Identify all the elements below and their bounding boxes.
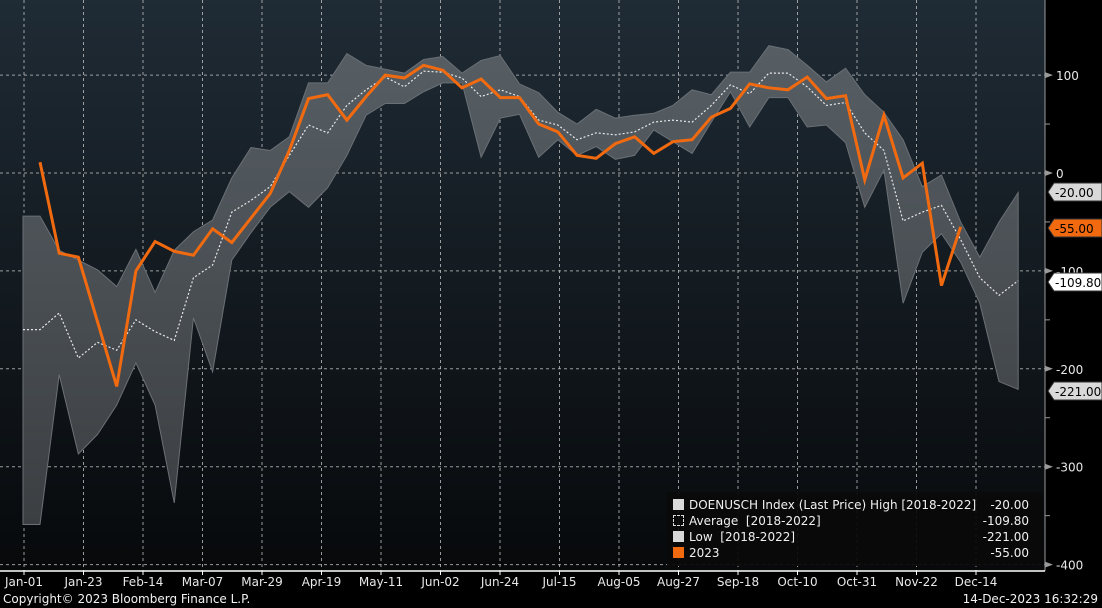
- last-value-tag-low: [1047, 381, 1102, 401]
- x-tick-label: Jan-01: [4, 575, 43, 589]
- x-tick-label: Oct-10: [777, 575, 817, 589]
- copyright-text: Copyright© 2023 Bloomberg Finance L.P.: [3, 592, 251, 606]
- average-swatch-icon: [673, 515, 684, 526]
- y-tick-label: -300: [1056, 461, 1083, 475]
- y-tick-label: -400: [1056, 559, 1083, 573]
- y-tick-marker-icon: [1045, 561, 1053, 568]
- legend-value: -109.80: [982, 514, 1029, 528]
- y-tick-label: -200: [1056, 363, 1083, 377]
- legend-item-2023: 2023 -55.00: [673, 545, 1037, 561]
- legend-label: DOENUSCH Index (Last Price) High [2018-2…: [689, 498, 977, 512]
- y-tick-marker-icon: [1045, 170, 1053, 176]
- x-tick-label: Apr-19: [302, 575, 342, 589]
- y-tick-marker-icon: [1045, 365, 1053, 372]
- x-tick-label: Jan-23: [63, 575, 102, 589]
- low-swatch-icon: [673, 531, 684, 542]
- last-value-tag-high: [1047, 182, 1102, 202]
- last-value-tag-current: [1047, 218, 1102, 238]
- x-tick-label: Jun-02: [420, 575, 459, 589]
- x-tick-label: Oct-31: [837, 575, 877, 589]
- last-value-label-current: -55.00: [1055, 222, 1094, 236]
- x-tick-label: Jul-15: [541, 575, 576, 589]
- x-tick-label: Nov-22: [895, 575, 938, 589]
- legend-value: -221.00: [982, 530, 1029, 544]
- last-value-tag-average: [1047, 272, 1102, 292]
- x-tick-label: Mar-29: [241, 575, 282, 589]
- high-swatch-icon: [673, 499, 684, 510]
- last-value-label-average: -109.80: [1055, 276, 1101, 290]
- y-tick-label: 100: [1056, 69, 1079, 83]
- legend-item-low: Low [2018-2022] -221.00: [673, 529, 1037, 545]
- legend-item-high: DOENUSCH Index (Last Price) High [2018-2…: [673, 497, 1037, 513]
- x-tick-label: Dec-14: [955, 575, 998, 589]
- average-line: [23, 70, 1019, 360]
- x-tick-label: Aug-05: [597, 575, 640, 589]
- x-tick-label: Jun-24: [480, 575, 519, 589]
- last-value-label-high: -20.00: [1055, 186, 1094, 200]
- legend-item-average: Average [2018-2022] -109.80: [673, 513, 1037, 529]
- legend: DOENUSCH Index (Last Price) High [2018-2…: [667, 492, 1043, 566]
- x-tick-label: May-11: [359, 575, 403, 589]
- x-tick-label: Aug-27: [657, 575, 700, 589]
- legend-label: 2023: [689, 546, 720, 560]
- last-value-label-low: -221.00: [1055, 385, 1101, 399]
- y-tick-marker-icon: [1045, 267, 1053, 274]
- timestamp-text: 14-Dec-2023 16:32:29: [962, 592, 1098, 606]
- x-tick-label: Feb-14: [123, 575, 164, 589]
- high-low-range-band: [22, 45, 1019, 525]
- current-swatch-icon: [673, 547, 684, 558]
- y-tick-marker-icon: [1045, 72, 1053, 79]
- legend-value: -55.00: [990, 546, 1029, 560]
- legend-value: -20.00: [990, 498, 1029, 512]
- y-tick-marker-icon: [1045, 463, 1053, 470]
- x-tick-label: Mar-07: [182, 575, 223, 589]
- y-tick-label: 0: [1056, 167, 1064, 181]
- x-tick-label: Sep-18: [717, 575, 759, 589]
- legend-label: Low [2018-2022]: [689, 530, 796, 544]
- current-year-line: [38, 63, 963, 387]
- legend-label: Average [2018-2022]: [689, 514, 821, 528]
